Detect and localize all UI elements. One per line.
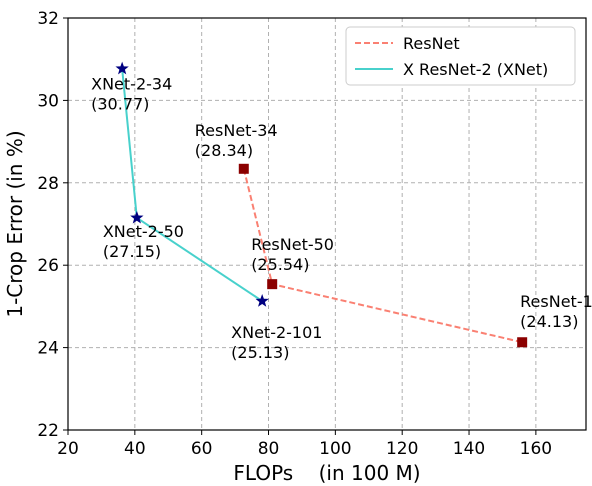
x-tick-label: 120	[386, 439, 418, 459]
data-point-square	[267, 279, 278, 290]
y-tick-label: 22	[37, 421, 59, 441]
point-label: ResNet-34	[195, 121, 278, 140]
data-point-square	[517, 337, 528, 348]
data-point-star	[115, 61, 129, 75]
x-tick-label: 80	[258, 439, 280, 459]
plot-frame	[67, 17, 587, 431]
legend-box	[345, 26, 576, 86]
x-tick-label: 140	[453, 439, 485, 459]
point-value-label: (25.13)	[231, 343, 289, 362]
point-value-label: (27.15)	[103, 242, 161, 261]
y-axis-label: 1-Crop Error (in %)	[3, 130, 27, 317]
series-layer	[115, 61, 528, 348]
point-label: XNet-2-50	[103, 222, 184, 241]
legend-label: ResNet	[403, 34, 460, 53]
x-tick-label: 60	[191, 439, 213, 459]
x-axis-label: FLOPs (in 100 M)	[233, 461, 420, 485]
point-value-label: (30.77)	[91, 95, 149, 114]
y-axis: 22 24 26 28 30 32	[37, 9, 68, 441]
point-label: XNet-2-101	[231, 323, 322, 342]
data-point-star	[255, 294, 269, 307]
point-label: ResNet-101	[520, 292, 592, 311]
point-label: ResNet-50	[251, 235, 334, 254]
data-point-square	[238, 163, 249, 174]
y-tick-label: 30	[37, 91, 59, 111]
data-point-star	[130, 210, 144, 224]
y-tick-label: 32	[37, 9, 59, 29]
y-tick-label: 28	[37, 174, 59, 194]
x-tick-label: 160	[520, 439, 552, 459]
legend: ResNet X ResNet-2 (XNet)	[345, 26, 576, 86]
x-tick-label: 100	[319, 439, 351, 459]
point-value-label: (24.13)	[520, 312, 578, 331]
point-value-label: (28.34)	[195, 141, 253, 160]
x-tick-label: 40	[124, 439, 146, 459]
point-label: XNet-2-34	[91, 75, 172, 94]
x-axis: 20 40 60 80 100 120 140 160	[57, 430, 552, 459]
x-tick-label: 20	[57, 439, 79, 459]
annotations: ResNet-34(28.34) ResNet-50(25.54) ResNet-1…	[91, 75, 592, 362]
point-value-label: (25.54)	[251, 255, 309, 274]
legend-label: X ResNet-2 (XNet)	[403, 60, 548, 79]
y-tick-label: 26	[37, 256, 59, 276]
y-tick-label: 24	[37, 339, 59, 359]
